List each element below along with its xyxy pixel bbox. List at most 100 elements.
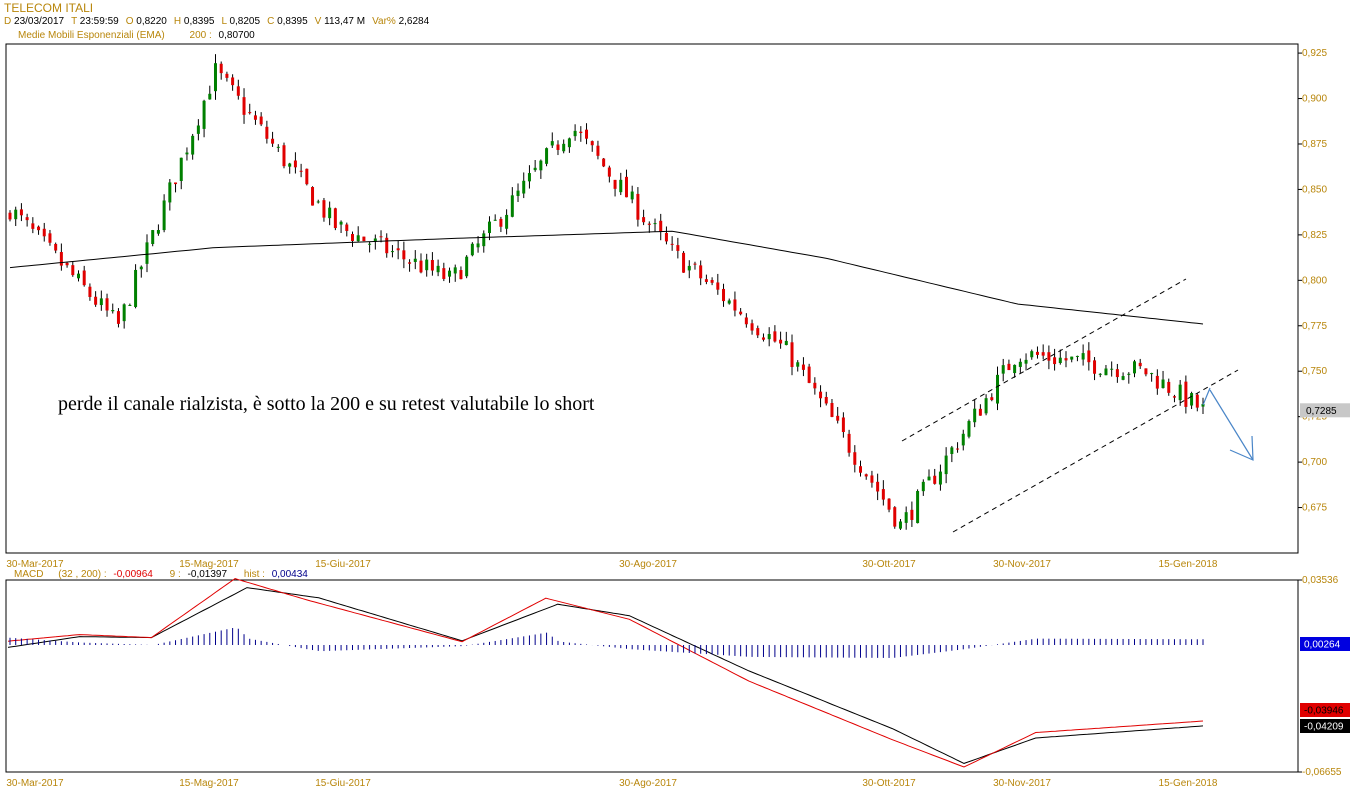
candle [1035,346,1039,359]
candle-body [231,77,235,86]
candle-body [956,448,960,450]
candle [94,291,98,307]
ohlc-label-0: D [4,16,12,27]
candle-body [1184,381,1188,407]
candle-body [311,187,315,206]
candle-body [647,223,651,225]
candle-body [174,182,178,185]
macd-frame [5,579,1299,773]
last-price-box [1300,403,1350,418]
candle-body [613,179,617,189]
candle-body [316,201,320,203]
candle-body [933,475,937,484]
candle [71,261,75,277]
candle-body [938,471,942,485]
candle-body [350,234,354,242]
candle-body [37,226,41,231]
candle-body [111,310,115,312]
candle [1098,373,1102,378]
candle [916,489,920,524]
candle [607,165,611,183]
candle [128,303,132,306]
candle-body [659,220,663,232]
candle [185,147,189,161]
candle [288,162,292,174]
candle [904,506,908,530]
candle-body [134,269,138,308]
candle [505,209,509,235]
candle-body [219,63,223,74]
candle-body [761,337,765,340]
candle [927,469,931,481]
candle-body [25,217,29,221]
candle [436,259,440,277]
candle [231,74,235,91]
candle [859,460,863,477]
candle [1161,370,1165,389]
candle-body [687,265,691,271]
candle [134,264,138,309]
candle-body [545,148,549,164]
candle [1047,345,1051,370]
macd-x-tick-label: 30-Nov-2017 [993,778,1051,789]
candle [984,394,988,416]
candle [88,283,92,301]
candle-body [505,214,509,229]
candle-body [1138,362,1142,367]
candle-body [71,265,75,276]
candle [1110,361,1114,377]
candle-body [368,243,372,245]
price-y-tick-label: 0,850 [1302,184,1327,195]
ohlc-label-6: V [314,16,322,27]
macd-x-tick-label: 30-Mar-2017 [6,778,64,789]
candle-body [807,366,811,383]
candle [653,218,657,232]
candle [419,253,423,274]
candle [1127,372,1131,384]
candle [864,473,868,480]
candle [442,262,446,282]
candle [116,308,120,328]
candle-body [1035,351,1039,355]
channel-upper-line [901,278,1187,442]
candle-body [65,262,69,266]
macd-x-tick-label: 15-Giu-2017 [315,778,371,789]
candle-body [950,447,954,454]
candle-body [1053,357,1057,365]
candle [1115,363,1119,383]
candle [174,182,178,193]
candle-body [482,233,486,247]
price-y-tick-label: 0,875 [1302,139,1327,150]
candle-body [676,245,680,251]
candle [122,303,126,329]
macd-legend: MACD (32 , 200) : -0,00964 9 : -0,01397 … [14,569,308,580]
candle-body [333,208,337,229]
candle [425,253,429,277]
candle-body [213,63,217,92]
candle-body [185,152,189,155]
candle [973,399,977,428]
candle [48,229,52,246]
candle-body [345,224,349,231]
ema200-line [9,230,1204,325]
candle [191,133,195,160]
candle [225,71,229,82]
candle-body [54,243,58,251]
candle [248,103,252,115]
candle-body [984,398,988,414]
candle [841,412,845,438]
candle-body [248,112,252,114]
candle-body [8,212,12,220]
candle [1155,369,1159,395]
price-y-tick-label: 0,775 [1302,321,1327,332]
candle-body [1150,373,1154,375]
candle-body [299,170,303,172]
candle-body [733,299,737,311]
candle [590,140,594,152]
candle [14,206,18,227]
candle [111,303,115,314]
candle-body [870,475,874,483]
candle [853,445,857,473]
candle-body [276,146,280,148]
